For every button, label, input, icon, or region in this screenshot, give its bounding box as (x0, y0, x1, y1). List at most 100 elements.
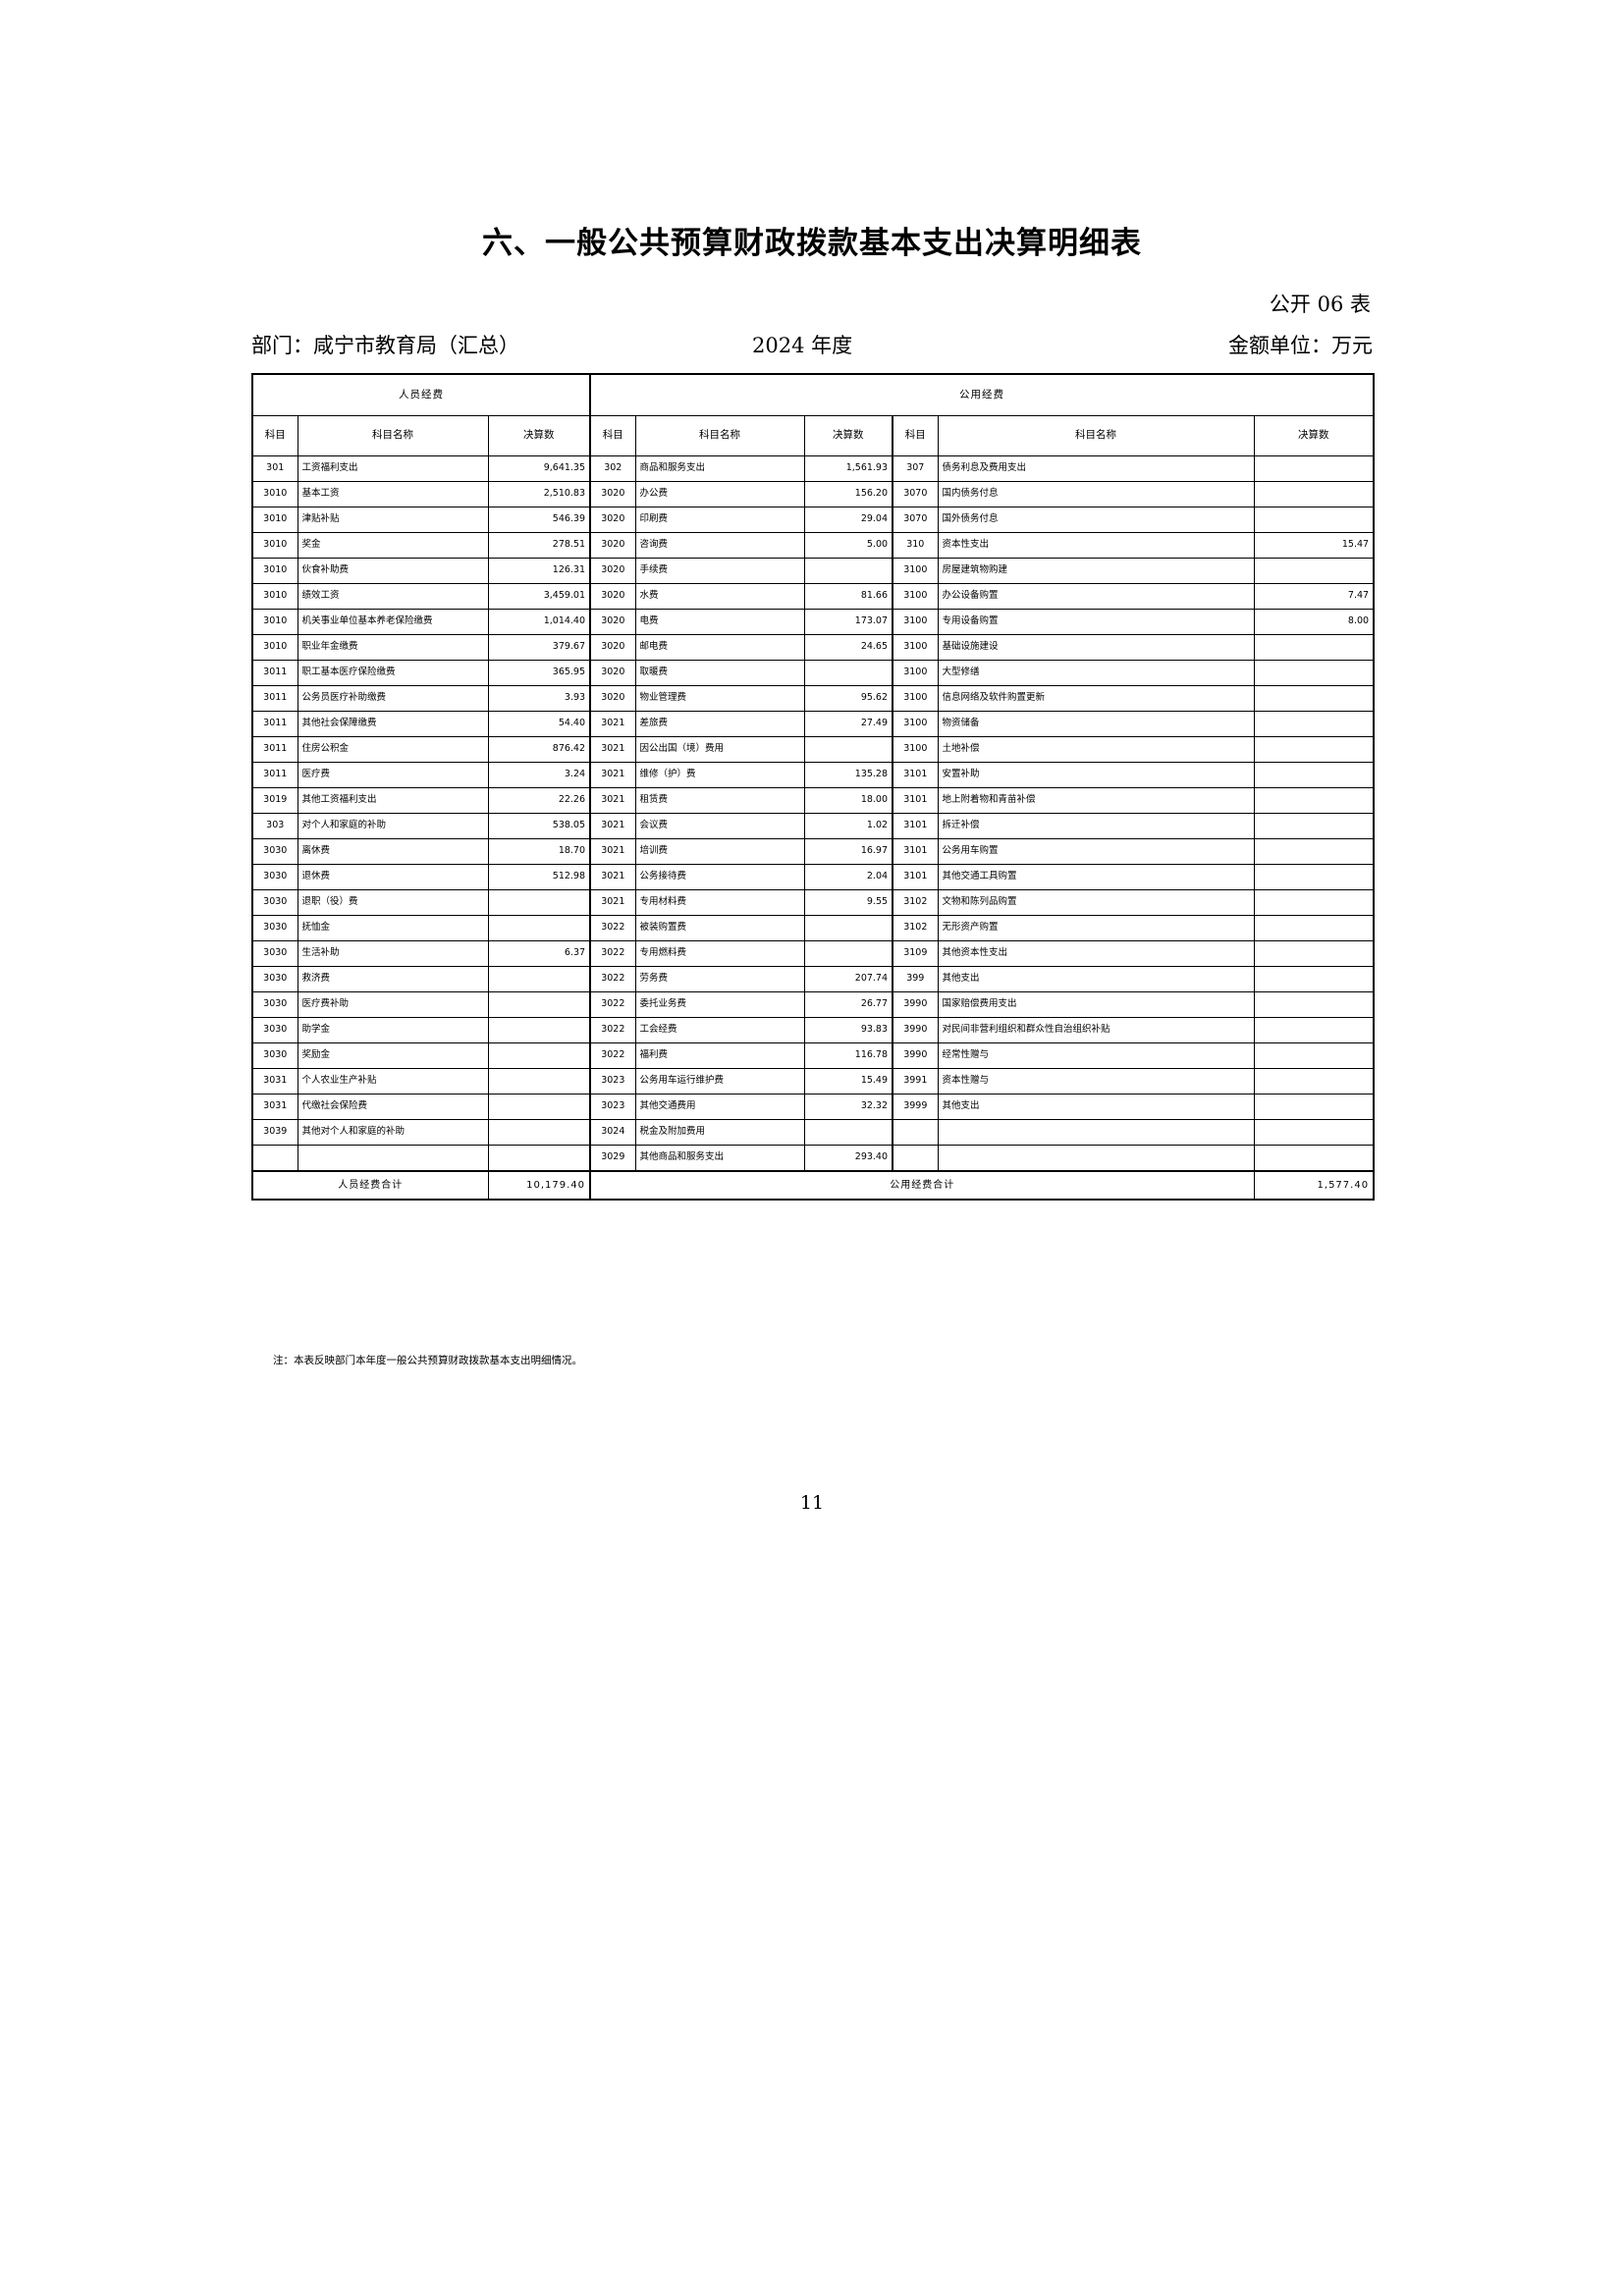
subject-code: 3020 (589, 685, 636, 712)
col-header-code: 科目 (892, 415, 939, 456)
subject-name: 绩效工资 (297, 583, 489, 610)
final-amount: 293.40 (803, 1145, 894, 1172)
final-amount: 22.26 (487, 787, 592, 814)
final-amount: 278.51 (487, 532, 592, 559)
final-amount (1253, 1017, 1376, 1043)
table-row: 301 工资福利支出 9,641.35 302 商品和服务支出 1,561.93 307 债务… (251, 455, 1376, 482)
subject-name: 税金及附加费用 (634, 1119, 805, 1146)
subject-name: 职工基本医疗保险缴费 (297, 660, 489, 686)
personnel-total-label: 人员经费合计 (251, 1170, 489, 1201)
subject-name: 地上附着物和青苗补偿 (937, 787, 1255, 814)
final-amount (1253, 838, 1376, 865)
subject-name: 离休费 (297, 838, 489, 865)
final-amount (1253, 711, 1376, 737)
final-amount: 29.04 (803, 507, 894, 533)
table-row: 3010 绩效工资 3,459.01 3020 水费 81.66 3100 办公设备购置 7.4… (251, 583, 1376, 610)
subject-code: 3101 (892, 838, 939, 865)
subject-code: 3022 (589, 915, 636, 941)
final-amount (1253, 915, 1376, 941)
subject-name: 文物和陈列品购置 (937, 889, 1255, 916)
final-amount (1253, 481, 1376, 507)
final-amount: 546.39 (487, 507, 592, 533)
table-row: 3030 退职（役）费 3021 专用材料费 9.55 3102 文物和陈列品购置 (251, 889, 1376, 916)
final-amount: 538.05 (487, 813, 592, 839)
table-row: 3030 助学金 3022 工会经费 93.83 3990 对民间非营利组织和群众性自治组织… (251, 1017, 1376, 1043)
table-row: 3031 代缴社会保险费 3023 其他交通费用 32.32 3999 其他支出 (251, 1094, 1376, 1120)
final-amount (1253, 1094, 1376, 1120)
subject-code: 3020 (589, 507, 636, 533)
table-row: 3031 个人农业生产补贴 3023 公务用车运行维护费 15.49 3991 资本性赠与 (251, 1068, 1376, 1095)
subject-name: 专用设备购置 (937, 609, 1255, 635)
subject-code: 3022 (589, 940, 636, 967)
subject-code: 3999 (892, 1094, 939, 1120)
final-amount: 16.97 (803, 838, 894, 865)
final-amount: 135.28 (803, 762, 894, 788)
final-amount (487, 1068, 592, 1095)
subject-name: 办公费 (634, 481, 805, 507)
subject-name: 其他商品和服务支出 (634, 1145, 805, 1172)
fiscal-year-label: 2024 年度 (752, 334, 853, 357)
final-amount (1253, 634, 1376, 661)
subject-name: 邮电费 (634, 634, 805, 661)
col-header-name: 科目名称 (297, 415, 489, 456)
subject-code: 3023 (589, 1068, 636, 1095)
final-amount (1253, 660, 1376, 686)
subject-name: 国家赔偿费用支出 (937, 991, 1255, 1018)
subject-name: 其他工资福利支出 (297, 787, 489, 814)
sheet-number-label: 公开 06 表 (1269, 293, 1371, 316)
table-footnote: 注：本表反映部门本年度一般公共预算财政拨款基本支出明细情况。 (273, 1355, 582, 1366)
subject-name: 维修（护）费 (634, 762, 805, 788)
subject-name: 医疗费补助 (297, 991, 489, 1018)
final-amount: 1.02 (803, 813, 894, 839)
final-amount: 5.00 (803, 532, 894, 559)
final-amount: 3.93 (487, 685, 592, 712)
subject-code: 3011 (251, 685, 298, 712)
final-amount (487, 966, 592, 992)
table-row: 3011 职工基本医疗保险缴费 365.95 3020 取暖费 3100 大型修缮 (251, 660, 1376, 686)
subject-code: 307 (892, 455, 939, 482)
subject-code: 301 (251, 455, 298, 482)
subject-name: 退休费 (297, 864, 489, 890)
subject-code: 3031 (251, 1094, 298, 1120)
table-row: 3011 住房公积金 876.42 3021 因公出国（境）费用 3100 土地补偿 (251, 736, 1376, 763)
subject-code: 3070 (892, 507, 939, 533)
subject-code: 3101 (892, 813, 939, 839)
subject-name: 因公出国（境）费用 (634, 736, 805, 763)
meta-row: 部门：咸宁市教育局（汇总） 2024 年度 金额单位：万元 (251, 330, 1373, 357)
final-amount (803, 915, 894, 941)
subject-code: 3011 (251, 660, 298, 686)
table-row: 3030 生活补助 6.37 3022 专用燃料费 3109 其他资本性支出 (251, 940, 1376, 967)
subject-code (892, 1145, 939, 1172)
col-header-amount: 决算数 (803, 415, 894, 456)
final-amount (1253, 966, 1376, 992)
subject-code: 3022 (589, 991, 636, 1018)
final-amount: 95.62 (803, 685, 894, 712)
subject-name: 水费 (634, 583, 805, 610)
subject-name: 奖金 (297, 532, 489, 559)
department-label: 部门：咸宁市教育局（汇总） (251, 334, 519, 357)
subject-code: 3020 (589, 583, 636, 610)
final-amount: 876.42 (487, 736, 592, 763)
subject-code: 3011 (251, 762, 298, 788)
table-row: 3039 其他对个人和家庭的补助 3024 税金及附加费用 (251, 1119, 1376, 1146)
table-row: 3030 救济费 3022 劳务费 207.74 399 其他支出 (251, 966, 1376, 992)
subject-name: 被装购置费 (634, 915, 805, 941)
subject-code: 3100 (892, 558, 939, 584)
table-row: 3030 离休费 18.70 3021 培训费 16.97 3101 公务用车购置 (251, 838, 1376, 865)
subject-code: 3101 (892, 787, 939, 814)
subject-name: 基本工资 (297, 481, 489, 507)
table-row: 3030 退休费 512.98 3021 公务接待费 2.04 3101 其他交通工具购置 (251, 864, 1376, 890)
subject-code: 3990 (892, 1042, 939, 1069)
final-amount: 156.20 (803, 481, 894, 507)
final-amount: 81.66 (803, 583, 894, 610)
subject-code: 3030 (251, 1017, 298, 1043)
subject-name: 委托业务费 (634, 991, 805, 1018)
subject-name: 安置补助 (937, 762, 1255, 788)
subject-code: 3100 (892, 711, 939, 737)
subject-code: 3022 (589, 966, 636, 992)
subject-name: 奖励金 (297, 1042, 489, 1069)
subject-name: 无形资产购置 (937, 915, 1255, 941)
final-amount: 8.00 (1253, 609, 1376, 635)
subject-name: 商品和服务支出 (634, 455, 805, 482)
subject-name (937, 1119, 1255, 1146)
